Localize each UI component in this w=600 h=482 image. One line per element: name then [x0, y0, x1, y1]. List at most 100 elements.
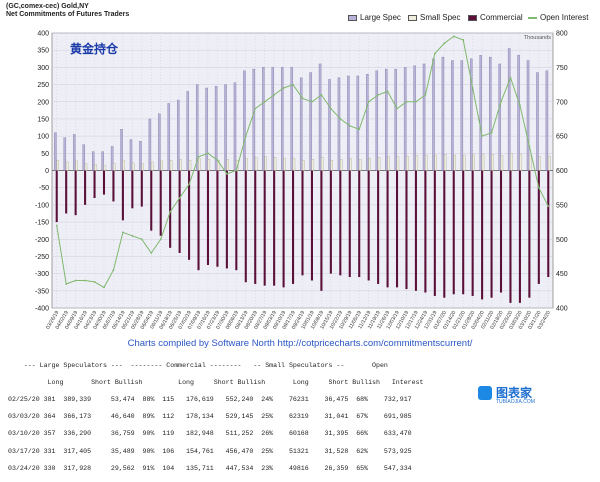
bar-small-spec	[330, 160, 333, 171]
point-open-interest	[263, 100, 266, 103]
bar-large-spec	[82, 144, 85, 171]
point-open-interest	[121, 231, 124, 234]
point-open-interest	[320, 93, 323, 96]
bar-commercial	[301, 170, 304, 276]
bar-large-spec	[451, 60, 454, 171]
bar-small-spec	[65, 161, 69, 171]
bar-commercial	[84, 170, 87, 205]
bar-large-spec	[243, 70, 246, 171]
cot-chart: 400350300250200150100500-50-100-150-200-…	[35, 31, 568, 331]
bar-large-spec	[299, 77, 303, 171]
bar-commercial	[178, 170, 181, 253]
bar-small-spec	[453, 154, 456, 171]
y2-tick-label: 750	[556, 65, 568, 72]
bar-large-spec	[498, 63, 501, 171]
table-header-2: Long Short Bullish Long Short Bullish Lo…	[8, 378, 424, 386]
point-open-interest	[282, 87, 285, 89]
bar-large-spec	[394, 68, 397, 171]
bar-large-spec	[54, 132, 57, 171]
bar-large-spec	[526, 60, 530, 171]
bar-commercial	[131, 170, 134, 209]
bar-small-spec	[491, 154, 494, 171]
y-tick-label: 250	[37, 82, 49, 89]
point-open-interest	[225, 173, 228, 175]
point-open-interest	[452, 35, 455, 38]
point-open-interest	[519, 104, 521, 107]
watermark-subtext: TUBIAOJIA.COM	[496, 399, 535, 405]
point-open-interest	[84, 279, 86, 282]
bar-small-spec	[292, 158, 296, 171]
bar-large-spec	[489, 56, 492, 171]
bar-commercial	[329, 170, 332, 274]
bar-commercial	[386, 170, 389, 288]
y-tick-label: 350	[37, 48, 49, 55]
bar-commercial	[188, 170, 191, 260]
bar-small-spec	[415, 155, 419, 171]
bar-small-spec	[283, 157, 286, 171]
point-open-interest	[235, 169, 238, 172]
point-open-interest	[74, 279, 77, 282]
y2-tick-label: 700	[556, 99, 568, 106]
bar-large-spec	[507, 48, 511, 171]
point-open-interest	[301, 97, 304, 100]
table-row: 03/10/20 357 336,290 36,759 90% 119 182,…	[8, 430, 412, 438]
bar-small-spec	[94, 164, 97, 171]
point-open-interest	[140, 238, 143, 241]
point-open-interest	[131, 234, 134, 237]
bar-commercial	[121, 170, 124, 221]
bar-large-spec	[309, 72, 312, 171]
legend-swatch-commercial	[468, 15, 477, 21]
data-table: --- Large Speculators --- -------- Comme…	[8, 353, 423, 482]
bar-small-spec	[75, 160, 78, 171]
bar-commercial	[499, 170, 503, 293]
bar-small-spec	[226, 159, 230, 171]
bar-commercial	[292, 170, 295, 284]
bar-small-spec	[340, 159, 343, 171]
bar-commercial	[377, 170, 380, 284]
y-tick-label: 400	[37, 31, 49, 38]
bar-small-spec	[481, 153, 485, 171]
bar-large-spec	[536, 72, 539, 171]
y-tick-label: -200	[35, 237, 49, 244]
point-open-interest	[405, 100, 408, 103]
point-open-interest	[197, 155, 200, 158]
bar-small-spec	[56, 160, 59, 171]
legend-large-spec: Large Spec	[360, 13, 401, 22]
y2-tick-label: 650	[556, 134, 568, 141]
bar-small-spec	[510, 153, 513, 171]
bar-commercial	[414, 170, 417, 291]
bar-small-spec	[358, 159, 362, 171]
bar-large-spec	[385, 68, 388, 171]
bar-large-spec	[110, 146, 114, 171]
y-tick-label: 200	[37, 99, 49, 106]
point-open-interest	[443, 42, 446, 45]
table-row: 03/17/20 331 317,405 35,489 90% 106 154,…	[8, 447, 412, 455]
point-open-interest	[159, 238, 162, 241]
point-open-interest	[112, 269, 115, 272]
point-open-interest	[367, 100, 370, 103]
bar-large-spec	[148, 118, 152, 171]
bar-large-spec	[545, 70, 549, 171]
bar-commercial	[140, 170, 143, 207]
bar-commercial	[509, 170, 512, 303]
bar-large-spec	[177, 99, 180, 171]
bar-large-spec	[262, 67, 265, 171]
bar-small-spec	[377, 157, 381, 171]
point-open-interest	[386, 90, 389, 93]
y-tick-label: 150	[37, 116, 49, 123]
bar-small-spec	[207, 159, 211, 171]
bar-large-spec	[129, 139, 133, 171]
bar-large-spec	[290, 67, 293, 171]
point-open-interest	[169, 210, 172, 213]
bar-large-spec	[517, 55, 520, 171]
bar-small-spec	[103, 165, 107, 171]
bar-commercial	[452, 170, 455, 295]
bar-commercial	[433, 170, 436, 296]
bar-large-spec	[195, 84, 199, 171]
bar-large-spec	[470, 58, 473, 171]
bar-commercial	[102, 170, 106, 195]
point-open-interest	[509, 76, 512, 79]
legend-swatch-small-spec	[408, 15, 417, 21]
credit-link[interactable]: Charts compiled by Software North http:/…	[127, 338, 473, 349]
bar-commercial	[263, 170, 266, 286]
